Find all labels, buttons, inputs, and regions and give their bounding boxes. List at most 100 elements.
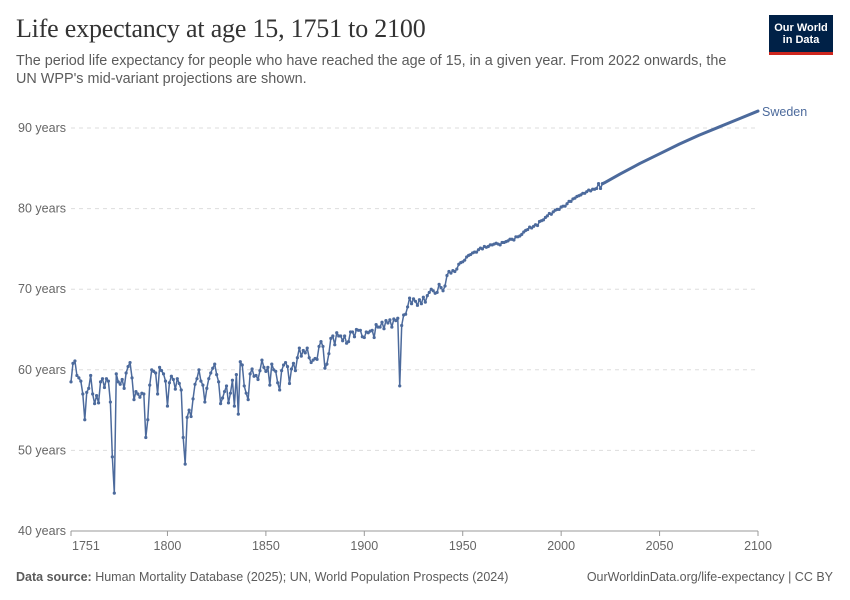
data-point xyxy=(441,289,445,293)
data-point xyxy=(148,383,152,387)
x-tick-label: 2100 xyxy=(744,539,772,553)
series-line-projection xyxy=(600,109,760,186)
data-point xyxy=(287,381,292,386)
data-point xyxy=(390,325,394,329)
data-point xyxy=(165,404,170,408)
data-point xyxy=(563,204,567,208)
data-point xyxy=(219,402,223,406)
data-point xyxy=(362,335,366,340)
data-point xyxy=(425,294,429,298)
data-point xyxy=(167,381,172,385)
data-point xyxy=(409,302,414,306)
data-point xyxy=(378,325,382,329)
data-point xyxy=(211,366,215,370)
data-point xyxy=(333,343,337,347)
data-point xyxy=(396,316,400,320)
data-point xyxy=(498,243,502,247)
data-point xyxy=(283,360,288,365)
data-point xyxy=(83,418,87,422)
y-tick-label: 60 years xyxy=(18,363,66,377)
data-point xyxy=(329,336,333,340)
series-layer: Sweden xyxy=(69,105,807,495)
data-point xyxy=(73,359,77,363)
data-point xyxy=(230,378,235,382)
data-point xyxy=(220,396,225,400)
y-tick-label: 70 years xyxy=(18,282,66,296)
data-point xyxy=(291,361,296,365)
chart-title: Life expectancy at age 15, 1751 to 2100 xyxy=(16,14,426,43)
data-point xyxy=(431,289,435,293)
data-point xyxy=(128,360,132,365)
data-point xyxy=(199,379,203,383)
data-point xyxy=(136,392,140,396)
data-point xyxy=(382,327,386,331)
data-point xyxy=(443,284,447,288)
data-point xyxy=(520,232,524,236)
owid-logo[interactable]: Our World in Data xyxy=(769,15,833,55)
data-point xyxy=(276,381,280,385)
data-point xyxy=(98,380,103,384)
data-point xyxy=(201,383,205,387)
data-point xyxy=(179,388,183,392)
data-point xyxy=(343,334,347,338)
data-point xyxy=(185,415,189,419)
data-point xyxy=(232,404,236,408)
series-label: Sweden xyxy=(762,105,807,119)
data-point xyxy=(594,186,599,191)
data-point xyxy=(228,391,233,395)
data-point xyxy=(305,346,309,350)
axis-layer: 40 years 50 years 60 years 70 years 80 years… xyxy=(18,121,772,553)
data-point xyxy=(130,376,134,380)
data-point xyxy=(335,331,339,335)
data-point xyxy=(323,366,327,370)
data-point xyxy=(209,371,213,375)
data-point xyxy=(411,297,416,301)
data-point xyxy=(435,290,439,295)
data-point xyxy=(463,258,467,262)
data-point xyxy=(341,339,345,343)
data-point xyxy=(215,373,219,377)
data-point xyxy=(144,435,148,440)
data-point xyxy=(384,319,388,323)
data-point xyxy=(423,300,427,304)
data-point xyxy=(380,320,384,324)
data-point xyxy=(299,354,303,358)
data-point xyxy=(77,376,81,380)
data-point xyxy=(163,379,168,383)
data-point xyxy=(159,369,164,373)
data-point xyxy=(404,312,408,316)
source-link[interactable]: OurWorldinData.org/life-expectancy xyxy=(586,570,785,584)
logo-line-1: Our World xyxy=(774,21,828,34)
data-point xyxy=(175,377,179,381)
data-point xyxy=(102,385,107,390)
data-point xyxy=(183,462,187,466)
x-tick-label: 2050 xyxy=(646,539,674,553)
data-point xyxy=(79,379,83,383)
data-point xyxy=(270,362,274,366)
data-point xyxy=(598,186,603,191)
data-point xyxy=(370,328,374,332)
data-point xyxy=(480,247,485,251)
data-point xyxy=(134,389,138,394)
data-point xyxy=(126,364,130,369)
data-point xyxy=(541,218,546,222)
logo-line-2: in Data xyxy=(782,33,820,46)
data-point xyxy=(325,362,329,366)
data-point xyxy=(156,392,160,396)
data-point xyxy=(171,377,175,382)
data-point xyxy=(339,334,343,338)
data-point xyxy=(398,384,402,388)
data-point xyxy=(96,401,101,405)
data-point xyxy=(118,382,122,386)
data-point xyxy=(120,377,124,382)
data-point xyxy=(297,346,301,350)
data-point xyxy=(89,373,93,378)
data-point xyxy=(526,227,530,232)
data-point xyxy=(110,455,114,459)
data-point xyxy=(91,392,95,396)
data-point xyxy=(207,377,211,381)
data-point xyxy=(75,373,79,378)
y-tick-label: 90 years xyxy=(18,121,66,135)
data-point xyxy=(569,199,573,203)
